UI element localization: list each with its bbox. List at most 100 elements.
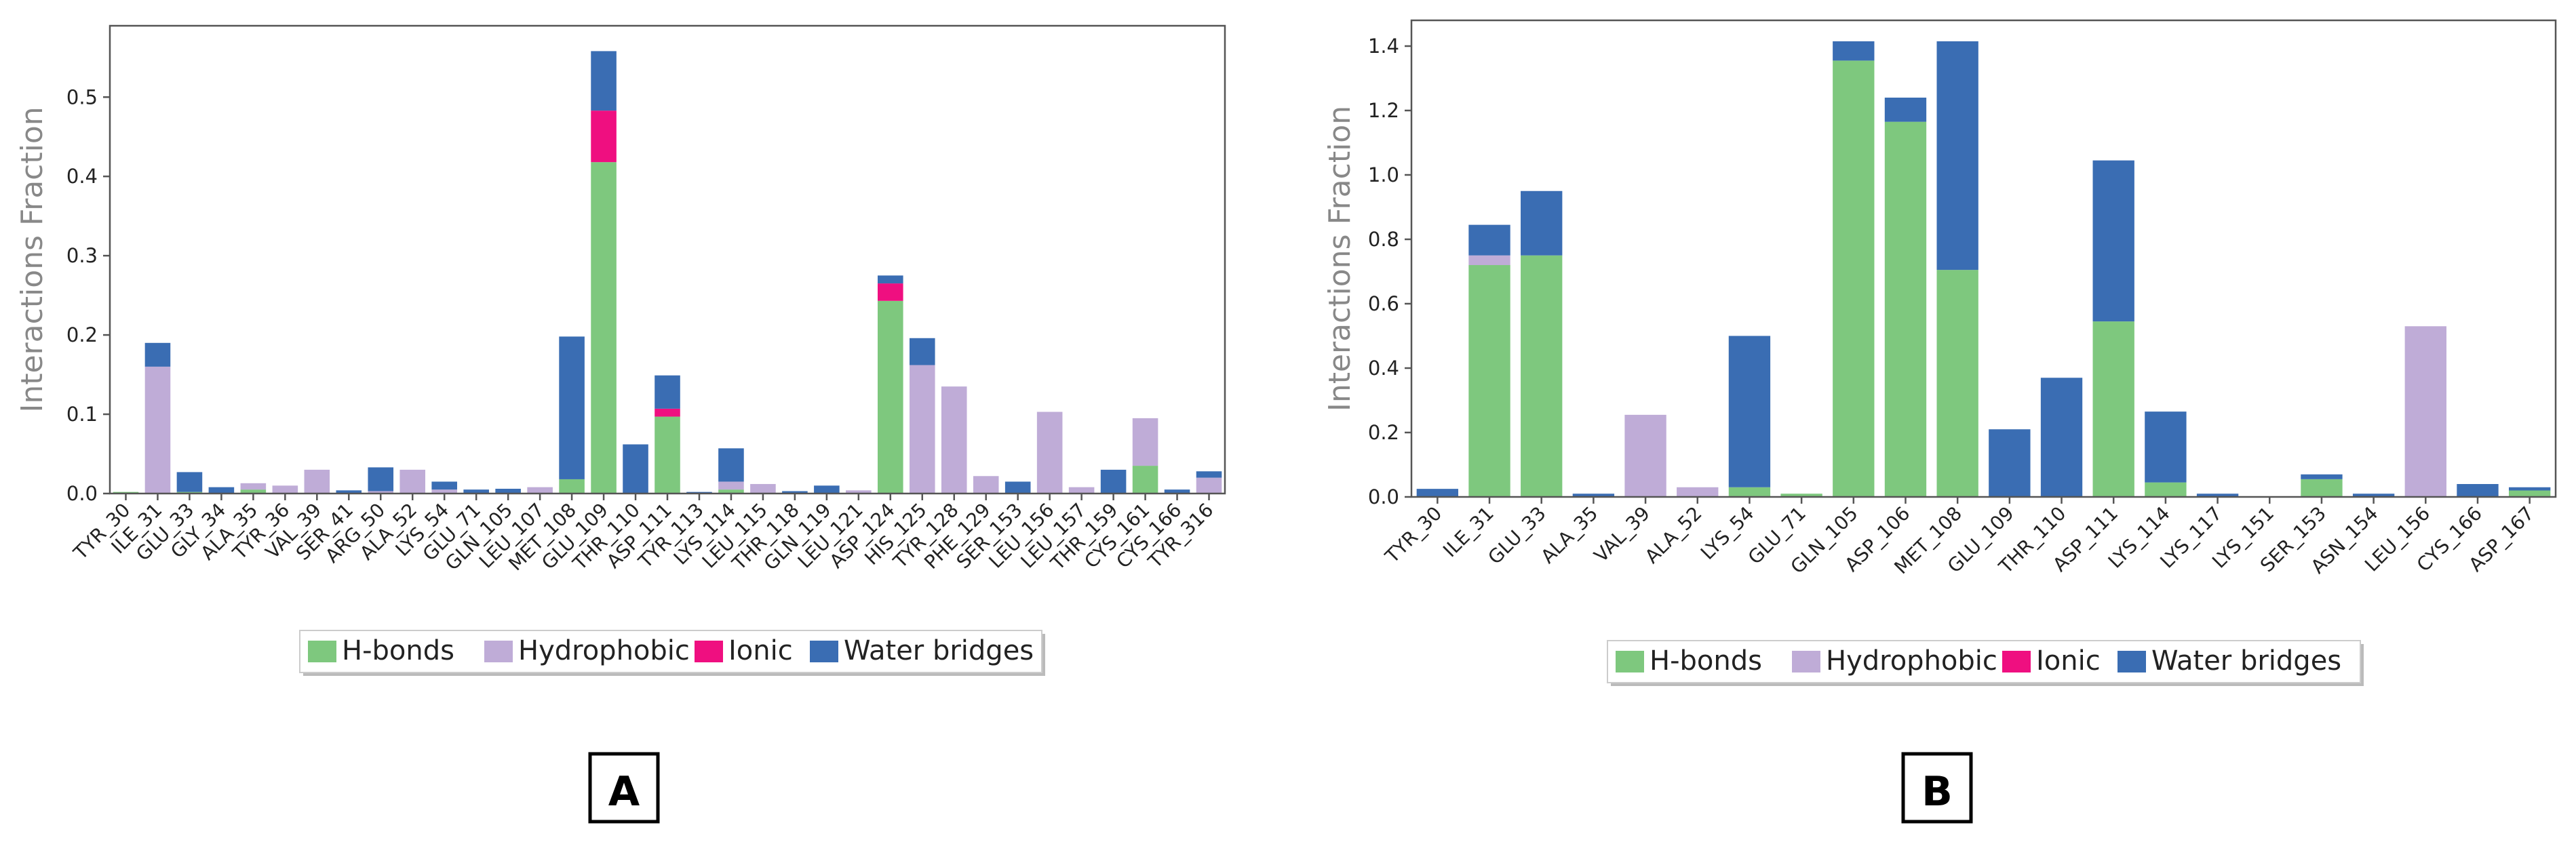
bar-water-bridges-gln-105 (1833, 41, 1875, 61)
legend-label-hydrophobic: Hydrophobic (518, 635, 690, 666)
bar-hbonds-glu-109 (591, 162, 617, 494)
bar-hydrophobic-leu-157 (1068, 487, 1095, 494)
y-axis-label: Interactions Fraction (1323, 106, 1357, 411)
bar-water-bridges-thr-118 (782, 491, 808, 494)
bars (1416, 41, 2551, 498)
bar-hbonds-asp-111 (2092, 321, 2134, 498)
bar-water-bridges-met-108 (1936, 41, 1978, 270)
bar-water-bridges-lys-114 (2145, 411, 2187, 483)
bar-water-bridges-tyr-30 (1416, 489, 1459, 498)
bar-water-bridges-lys-114 (718, 448, 744, 482)
y-axis: 0.0 0.2 0.4 0.6 0.8 1.0 1.2 1.4 (1368, 35, 1411, 508)
legend-swatch-hydrophobic (1792, 651, 1820, 672)
bar-ionic-asp-124 (878, 283, 903, 301)
bar-water-bridges-ala-35 (1572, 494, 1615, 497)
bar-hbonds-lys-54 (1728, 487, 1771, 497)
legend-swatch-hydrophobic (484, 641, 513, 662)
x-tick-label: GLU_33 (1483, 502, 1550, 569)
panel-a-label-box: A (588, 752, 660, 824)
bar-hydrophobic-lys-54 (431, 489, 457, 494)
bar-hydrophobic-tyr-36 (272, 485, 298, 494)
bar-hbonds-cys-161 (1132, 466, 1158, 494)
bar-hydrophobic-leu-107 (527, 487, 553, 494)
legend-frame (1607, 640, 2361, 683)
legend-swatch-water-bridges (810, 641, 838, 662)
bar-hydrophobic-leu-156 (1036, 411, 1063, 494)
bar-hydrophobic-tyr-128 (941, 386, 967, 494)
legend-label-ionic: Ionic (728, 635, 793, 666)
y-tick-label: 0.3 (66, 244, 98, 267)
bar-water-bridges-lys-54 (1728, 336, 1771, 487)
bar-hydrophobic-his-125 (909, 365, 935, 494)
bar-water-bridges-lys-117 (2196, 494, 2239, 497)
y-tick-label: 1.2 (1368, 99, 1399, 122)
bar-hydrophobic-ala-52 (1677, 487, 1719, 497)
bar-hbonds-ile-31 (1468, 265, 1510, 497)
bar-water-bridges-asp-111 (655, 375, 680, 409)
bar-hydrophobic-leu-156 (2404, 326, 2446, 497)
bar-water-bridges-asp-167 (2508, 487, 2551, 491)
y-tick-label: 0.0 (1368, 485, 1399, 508)
x-tick-label: ALA_35 (1536, 502, 1602, 568)
bar-water-bridges-ser-153 (1004, 481, 1031, 494)
legend-swatch-ionic (2002, 651, 2031, 672)
bar-water-bridges-asp-111 (2092, 160, 2134, 322)
y-tick-label: 0.2 (1368, 421, 1399, 444)
bar-hbonds-lys-114 (2145, 482, 2187, 498)
bar-hbonds-asp-124 (878, 300, 903, 494)
panel-a-label: A (608, 768, 640, 816)
y-axis: 0.0 0.1 0.2 0.3 0.4 0.5 (66, 85, 110, 505)
bar-water-bridges-cys-166 (2457, 484, 2499, 497)
legend-label-ionic: Ionic (2036, 645, 2101, 677)
legend-label-hydrophobic: Hydrophobic (1826, 645, 1997, 677)
bar-hbonds-asp-111 (655, 416, 680, 494)
bar-hydrophobic-arg-50 (368, 491, 394, 494)
bar-water-bridges-glu-109 (591, 51, 617, 111)
y-tick-label: 0.0 (66, 482, 98, 505)
bar-water-bridges-asn-154 (2352, 494, 2395, 497)
bar-hydrophobic-tyr-316 (1196, 477, 1222, 494)
bars (113, 51, 1222, 494)
bar-water-bridges-met-108 (559, 336, 585, 479)
bar-hydrophobic-cys-161 (1132, 418, 1158, 466)
y-tick-label: 0.4 (66, 165, 98, 188)
bar-ionic-glu-109 (591, 110, 617, 163)
bar-water-bridges-asp-124 (878, 275, 903, 284)
legend-frame (299, 630, 1042, 673)
y-axis-label: Interactions Fraction (15, 106, 50, 412)
bar-hbonds-gln-105 (1833, 60, 1875, 498)
legend: H-bonds Hydrophobic Ionic Water bridges (1607, 640, 2364, 686)
legend-swatch-water-bridges (2118, 651, 2146, 672)
bar-water-bridges-glu-109 (1989, 429, 2031, 497)
bar-hbonds-ser-153 (2301, 479, 2343, 498)
chart-panel-a: 0.0 0.1 0.2 0.3 0.4 0.5 Interactions Fraction T… (15, 24, 1226, 676)
y-tick-label: 0.6 (1368, 292, 1399, 315)
legend-swatch-ionic (695, 641, 723, 662)
y-tick-label: 1.0 (1368, 163, 1399, 186)
bar-water-bridges-arg-50 (368, 467, 394, 491)
bar-hydrophobic-lys-114 (718, 481, 744, 490)
x-axis: TYR_30ILE_31GLU_33ALA_35VAL_39ALA_52LYS_… (1380, 497, 2539, 578)
y-tick-label: 0.1 (66, 403, 98, 426)
panel-b-label: B (1921, 768, 1953, 816)
bar-water-bridges-ile-31 (144, 342, 171, 367)
bar-hydrophobic-ala-35 (240, 483, 267, 490)
bar-hydrophobic-ile-31 (144, 366, 171, 494)
bar-water-bridges-gln-105 (495, 488, 521, 494)
bar-water-bridges-gln-119 (814, 485, 840, 494)
x-axis: TYR_30ILE_31GLU_33GLY_34ALA_35TYR_36VAL_… (69, 494, 1217, 575)
legend: H-bonds Hydrophobic Ionic Water bridges (299, 630, 1045, 676)
bar-water-bridges-ser-41 (336, 490, 362, 494)
bar-hydrophobic-ile-31 (1468, 255, 1510, 265)
bar-hydrophobic-leu-115 (750, 483, 776, 494)
bar-hbonds-met-108 (559, 479, 585, 494)
legend-swatch-hbonds (308, 641, 336, 662)
bar-hbonds-glu-71 (1780, 494, 1822, 497)
legend-label-water-bridges: Water bridges (844, 635, 1034, 666)
bar-hydrophobic-val-39 (1624, 414, 1666, 498)
bar-ionic-asp-111 (655, 408, 680, 417)
bar-water-bridges-his-125 (909, 338, 935, 365)
bar-hbonds-met-108 (1936, 270, 1978, 498)
bar-hbonds-asp-106 (1884, 121, 1927, 498)
